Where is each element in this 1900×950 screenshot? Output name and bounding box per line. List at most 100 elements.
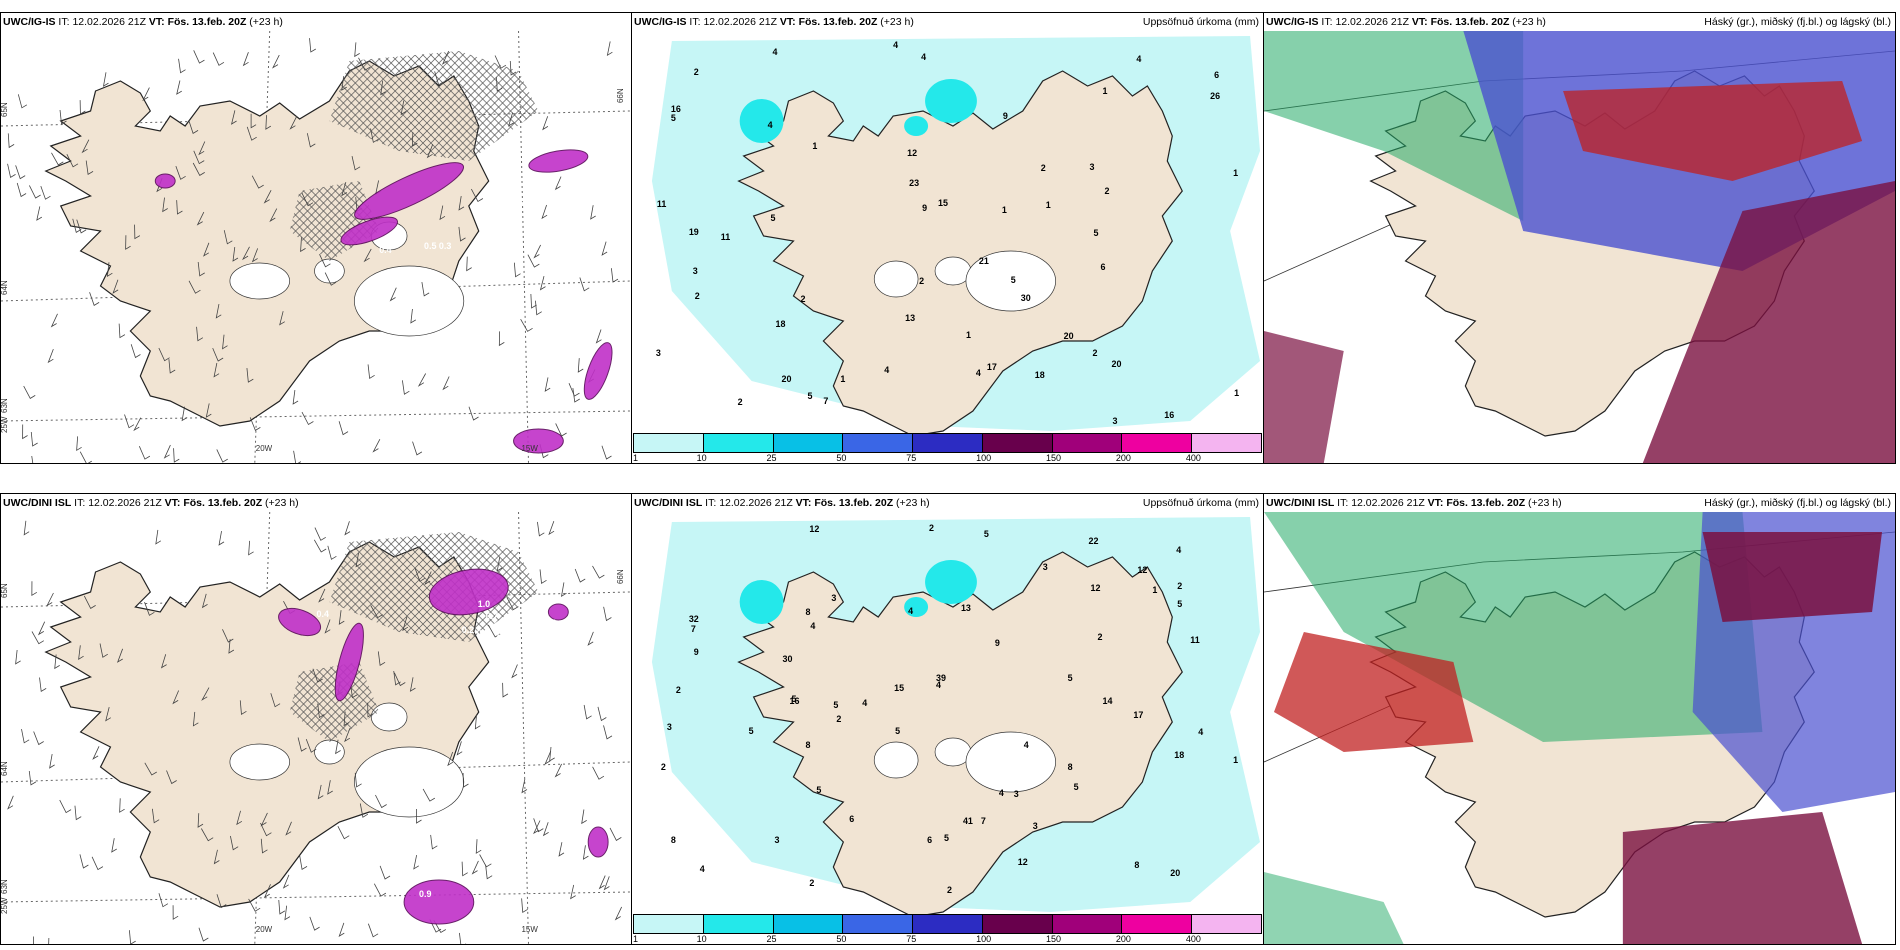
precip-moderate bbox=[925, 560, 977, 604]
wind-barb bbox=[603, 876, 610, 891]
wind-barb bbox=[242, 246, 250, 261]
wind-barb bbox=[203, 242, 210, 257]
precip-value-label: 16 bbox=[1164, 410, 1174, 420]
cloud-layer bbox=[1642, 181, 1895, 463]
wind-barb bbox=[197, 813, 204, 828]
axis-label: 65N bbox=[1, 583, 9, 598]
cloud-layer bbox=[1264, 872, 1404, 944]
wind-barb bbox=[248, 898, 261, 912]
colorbar-tick-label: 75 bbox=[906, 934, 917, 944]
wind-barb bbox=[31, 631, 45, 645]
wind-barb bbox=[48, 937, 50, 944]
axis-label: 15W bbox=[522, 444, 539, 453]
precip-value-label: 3 bbox=[831, 593, 836, 603]
wind-barb bbox=[172, 905, 179, 920]
precip-value-label: 41 bbox=[963, 816, 973, 826]
wind-barb bbox=[579, 277, 590, 292]
precip-value-label: 8 bbox=[1068, 762, 1073, 772]
wind-barb bbox=[198, 141, 206, 156]
colorbar-swatch bbox=[843, 434, 914, 452]
colorbar-swatch bbox=[1052, 915, 1123, 933]
wind-barb bbox=[230, 835, 239, 851]
map-area[interactable] bbox=[1264, 31, 1895, 463]
wind-barb bbox=[33, 936, 35, 944]
wind-barb bbox=[112, 279, 119, 294]
panel-bottom-middle: UWC/DINI ISL IT: 12.02.2026 21Z VT: Fös.… bbox=[631, 493, 1264, 945]
wind-barb bbox=[554, 763, 562, 778]
hatched-area bbox=[289, 662, 380, 742]
map-area[interactable]: 20W 15W 65N 64N 63N 25W 66N 0.4 0.5 0.3 2.0 3.0 1.3 0… bbox=[1, 31, 631, 463]
precip-value-label: 5 bbox=[671, 113, 676, 123]
wind-barb bbox=[379, 865, 391, 880]
vt-label: VT: bbox=[164, 497, 181, 509]
precip-value-label: 5 bbox=[1177, 599, 1182, 609]
precip-value-label: 5 bbox=[807, 391, 812, 401]
map-area[interactable]: 5 4 3 4 4 4 5 4 5 3 5 5 5 8 13 12 14 11 9 8 22 18 4 6 9 7 8 6 3 5 15 17… bbox=[632, 512, 1263, 944]
precip-value-label: 26 bbox=[1210, 91, 1220, 101]
wind-barb bbox=[260, 838, 268, 854]
it-value: 12.02.2026 21Z bbox=[1335, 16, 1409, 28]
precip-value-label: 9 bbox=[694, 647, 699, 657]
wind-barb bbox=[246, 368, 254, 383]
panel-header: UWC/DINI ISL IT: 12.02.2026 21Z VT: Fös.… bbox=[1, 494, 631, 512]
wind-barb bbox=[338, 421, 349, 436]
wind-barb bbox=[193, 50, 205, 64]
wind-barb bbox=[459, 932, 467, 944]
map-area[interactable] bbox=[1264, 512, 1895, 944]
wind-barb bbox=[192, 711, 199, 727]
wind-barb bbox=[300, 237, 306, 253]
wind-barb bbox=[130, 344, 141, 359]
wind-barb bbox=[285, 821, 292, 836]
precip-value-label: 2 bbox=[1041, 163, 1046, 173]
wind-barb bbox=[313, 539, 327, 553]
precip-value-label: 20 bbox=[1170, 868, 1180, 878]
colorbar-tick-label: 10 bbox=[696, 453, 707, 463]
icing-area bbox=[154, 173, 176, 189]
wind-barb bbox=[212, 347, 224, 362]
wind-barb bbox=[344, 521, 351, 536]
cloud-layer bbox=[1264, 331, 1344, 463]
map-area[interactable]: 11 4 3 6 16 16 11 9 12 4 15 6 4 5 4 18 17 19 21 13 20 20 26 23 2… bbox=[632, 31, 1263, 463]
precip-value-label: 4 bbox=[908, 606, 913, 616]
precip-value-label: 15 bbox=[938, 198, 948, 208]
precip-value-label: 2 bbox=[809, 878, 814, 888]
precip-value-label: 5 bbox=[791, 694, 796, 704]
icing-value-label: 0.5 bbox=[424, 241, 436, 251]
wind-barb bbox=[354, 42, 360, 58]
icing-value-label: 0.8 bbox=[497, 633, 509, 643]
wind-barb bbox=[144, 602, 155, 616]
wind-barb bbox=[188, 119, 199, 135]
icing-value-label: 0.8 bbox=[477, 628, 489, 638]
icing-value-label: 0.7 bbox=[486, 611, 498, 621]
colorbar-swatch bbox=[1122, 434, 1193, 452]
precip-value-label: 3 bbox=[1043, 562, 1048, 572]
it-label: IT: bbox=[58, 16, 70, 28]
wind-barb bbox=[549, 746, 555, 762]
model-name: UWC/IG-IS bbox=[3, 16, 56, 28]
wind-barb bbox=[461, 861, 468, 877]
wind-barb bbox=[79, 451, 92, 463]
hatched-area bbox=[329, 51, 539, 161]
wind-barb bbox=[367, 702, 374, 718]
wind-barb bbox=[402, 616, 409, 632]
precip-value-label: 19 bbox=[689, 227, 699, 237]
wind-barb bbox=[15, 165, 26, 180]
panel-header: UWC/IG-IS IT: 12.02.2026 21Z VT: Fös. 13… bbox=[1264, 13, 1895, 31]
wind-barb bbox=[260, 812, 268, 827]
it-value: 12.02.2026 21Z bbox=[88, 497, 162, 509]
wind-barb bbox=[367, 364, 375, 379]
wind-barb bbox=[338, 610, 345, 625]
map-area[interactable]: 20W 15W 65N 64N 63N 25W 66N 0.4 1.0 0.7 0.6 0.8 1.5 0… bbox=[1, 512, 631, 944]
wind-barb bbox=[181, 406, 188, 422]
wind-barb bbox=[162, 197, 168, 213]
precip-value-label: 30 bbox=[1021, 293, 1031, 303]
wind-barb bbox=[31, 581, 38, 597]
wind-barb bbox=[7, 133, 15, 149]
wind-barb bbox=[22, 424, 28, 440]
wind-barb bbox=[213, 849, 220, 865]
wind-barb bbox=[228, 639, 235, 654]
wind-barb bbox=[422, 788, 436, 802]
it-label: IT: bbox=[705, 497, 717, 509]
glacier bbox=[965, 250, 1057, 312]
wind-barb bbox=[511, 664, 518, 679]
